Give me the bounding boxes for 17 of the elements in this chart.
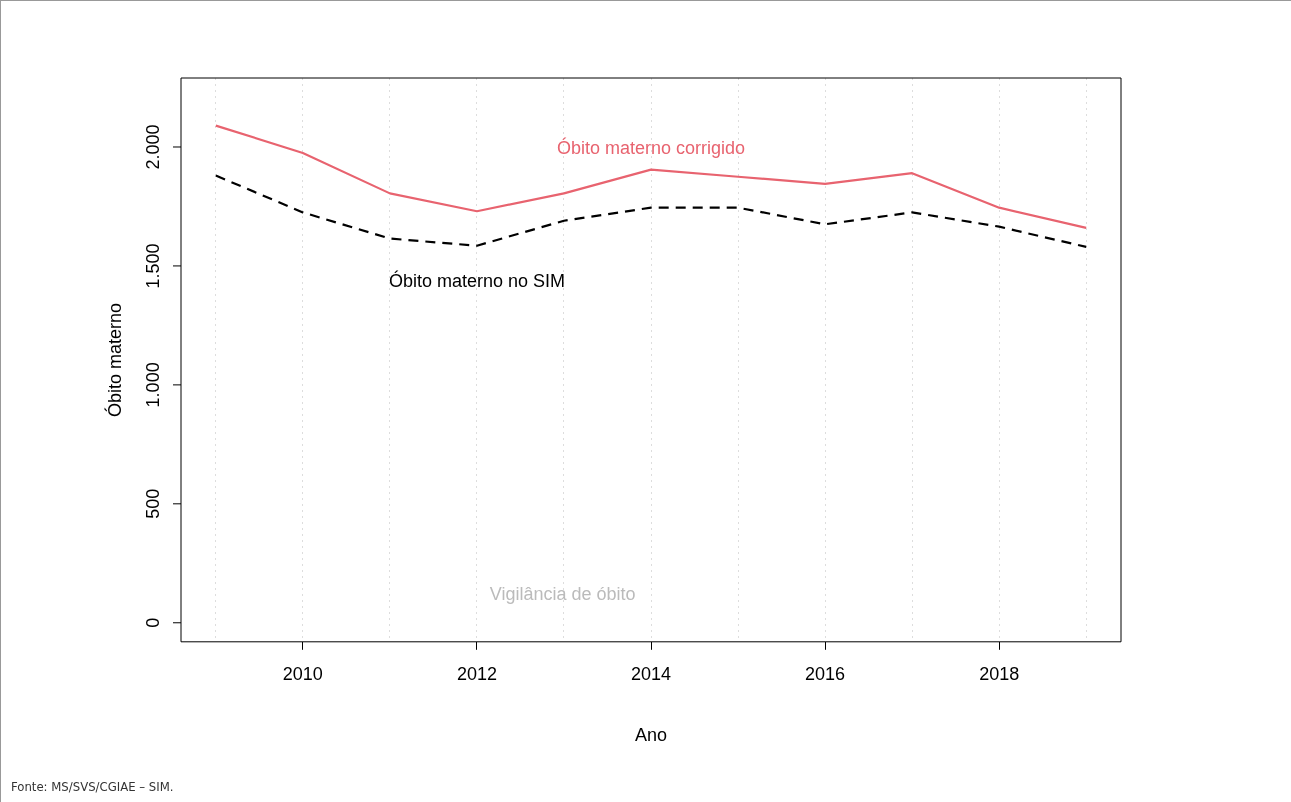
y-tick-label: 0 bbox=[142, 617, 163, 628]
line-series bbox=[214, 174, 1088, 248]
y-tick-label: 1.500 bbox=[142, 243, 163, 289]
x-tick-label: 2016 bbox=[805, 663, 846, 684]
x-tick-label: 2018 bbox=[979, 663, 1020, 684]
series-label: Óbito materno corrigido bbox=[556, 136, 746, 158]
x-tick-label: 2014 bbox=[630, 663, 672, 684]
x-tick-label: 2012 bbox=[456, 663, 497, 684]
y-axis-title: Óbito materno bbox=[103, 302, 125, 417]
source-note: Fonte: MS/SVS/CGIAE – SIM. bbox=[11, 779, 174, 794]
y-tick-label: 2.000 bbox=[142, 124, 163, 170]
x-tick-label: 2010 bbox=[282, 663, 323, 684]
x-axis-title: Ano bbox=[634, 725, 668, 746]
annotation: Vigilância de óbito bbox=[489, 583, 636, 604]
y-tick-label: 1.000 bbox=[142, 362, 163, 408]
series-label: Óbito materno no SIM bbox=[388, 269, 565, 291]
y-tick-label: 500 bbox=[142, 488, 163, 519]
